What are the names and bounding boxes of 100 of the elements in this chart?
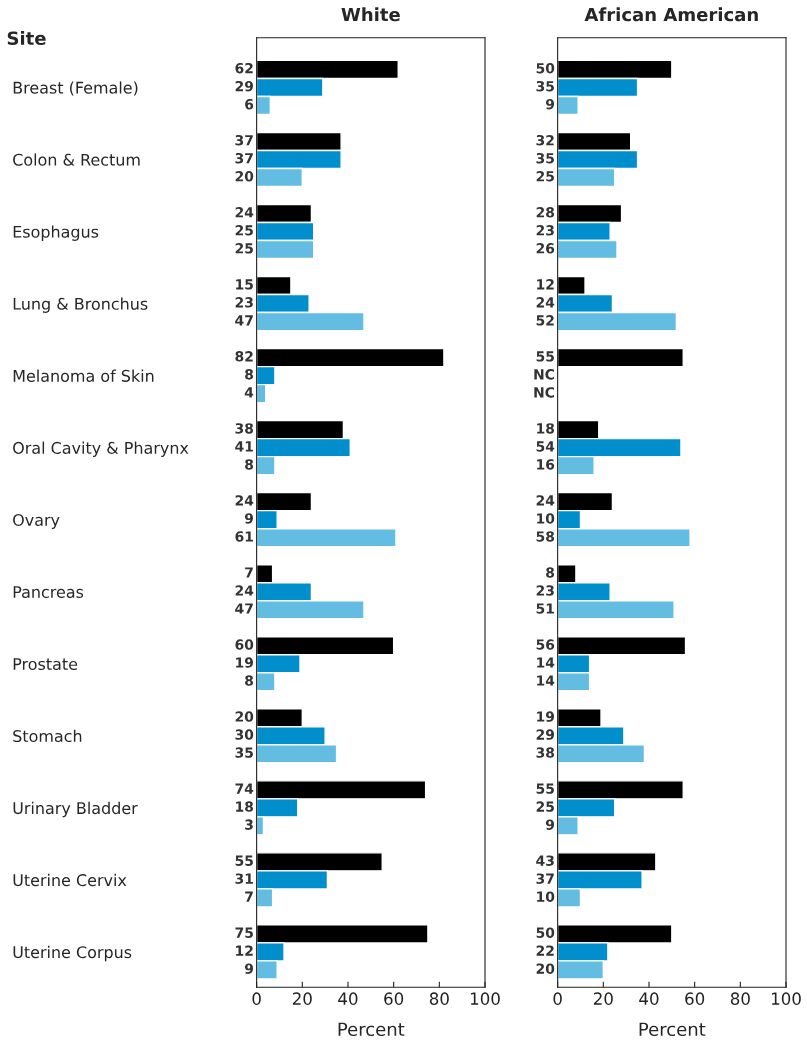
data-label: 29 [536,729,555,740]
data-label: 52 [536,315,554,326]
data-label: 19 [537,711,555,722]
data-label: 9 [545,98,555,110]
data-label: 9 [545,819,555,830]
data-label: 54 [536,441,555,452]
data-label: 19 [236,657,253,668]
x-tick-label: 80 [730,992,750,1005]
data-label: 74 [235,783,254,794]
data-label: 24 [235,585,254,596]
data-label: 8 [245,369,254,380]
x-axis-title: Percent [338,1022,405,1037]
data-label: 38 [235,423,254,434]
data-label: 24 [536,297,555,308]
chart-title: African American [584,7,758,22]
data-label: 14 [537,675,555,686]
x-tick-label: 60 [384,992,404,1005]
data-label: 75 [235,927,253,938]
data-label: 15 [236,279,253,290]
y-tick-label: Oral Cavity & Pharynx [13,441,189,458]
data-label: 82 [235,351,253,362]
data-label: 7 [245,891,253,902]
data-label: 24 [235,207,254,218]
y-tick-label: Uterine Cervix [13,873,127,887]
x-tick-label: 60 [685,992,705,1005]
data-label: 3 [245,819,253,830]
data-label: 12 [236,945,253,956]
data-label: 56 [536,639,555,650]
data-label: 25 [235,243,253,254]
y-axis-title: Site [7,31,46,46]
data-label: 26 [536,243,555,254]
data-label: 30 [235,729,254,740]
x-tick-label: 20 [292,992,312,1005]
data-label: 38 [536,747,555,758]
x-tick-label: 40 [338,992,358,1005]
data-label: 9 [244,963,253,974]
y-tick-label: Esophagus [13,225,99,241]
data-label: 47 [235,315,253,326]
y-tick-label: Ovary [13,513,60,530]
x-axis-title: Percent [639,1022,706,1037]
data-label: 23 [235,297,253,308]
y-tick-label: Colon & Rectum [13,153,140,166]
data-label: 10 [537,513,555,524]
y-tick-label: Melanoma of Skin [13,369,154,382]
x-tick-label: 40 [639,992,659,1005]
data-label: 37 [235,134,253,146]
data-label: 37 [536,873,554,884]
x-tick-label: 0 [553,992,562,1005]
data-label: 7 [245,567,253,578]
data-label: 20 [235,171,254,182]
x-tick-label: 80 [429,992,449,1005]
data-label: 51 [536,603,554,614]
data-label: 4 [244,387,254,398]
data-label: 9 [244,513,253,524]
y-tick-label: Pancreas [13,586,84,599]
data-label: 25 [235,225,253,236]
data-label: 31 [235,873,253,884]
bar [557,347,684,368]
data-label: 37 [235,153,253,164]
data-label: 28 [536,207,555,218]
data-label: 35 [235,747,253,758]
data-label: 25 [536,171,554,182]
data-label: 24 [235,495,254,506]
data-label: 20 [536,963,555,974]
y-tick-label: Lung & Bronchus [13,297,148,313]
data-label: 24 [536,495,555,506]
data-label: 22 [536,945,554,956]
y-tick-label: Stomach [13,729,82,743]
x-tick-label: 20 [593,992,613,1005]
data-label: 43 [536,855,554,866]
data-label: 32 [536,134,554,146]
data-label: 55 [536,351,554,362]
data-label: 61 [235,531,253,542]
data-label: 8 [245,459,254,470]
y-tick-label: Prostate [13,658,78,671]
data-label: 50 [536,62,555,74]
data-label: 18 [236,801,254,812]
data-label: 41 [235,441,253,452]
data-label: 47 [235,603,253,614]
y-tick-label: Uterine Corpus [13,945,132,962]
data-label: 25 [536,801,554,812]
data-label: 16 [537,459,555,470]
x-tick-label: 100 [771,992,801,1005]
data-label: 50 [536,927,555,938]
data-label: 23 [536,585,554,596]
data-label: 6 [245,98,254,110]
data-label: 60 [235,639,254,650]
y-tick-label: Urinary Bladder [13,801,138,818]
data-label: 58 [536,531,555,542]
data-label: 14 [537,657,555,668]
data-label: 35 [536,153,554,164]
x-tick-label: 100 [470,992,500,1005]
x-tick-label: 0 [252,992,261,1005]
data-label: 55 [235,855,253,866]
data-label: 23 [536,225,554,236]
data-label: 8 [546,567,555,578]
data-label: 12 [537,279,554,290]
text: NC [534,387,555,398]
data-label: 18 [537,423,555,434]
data-label: 29 [235,80,253,92]
